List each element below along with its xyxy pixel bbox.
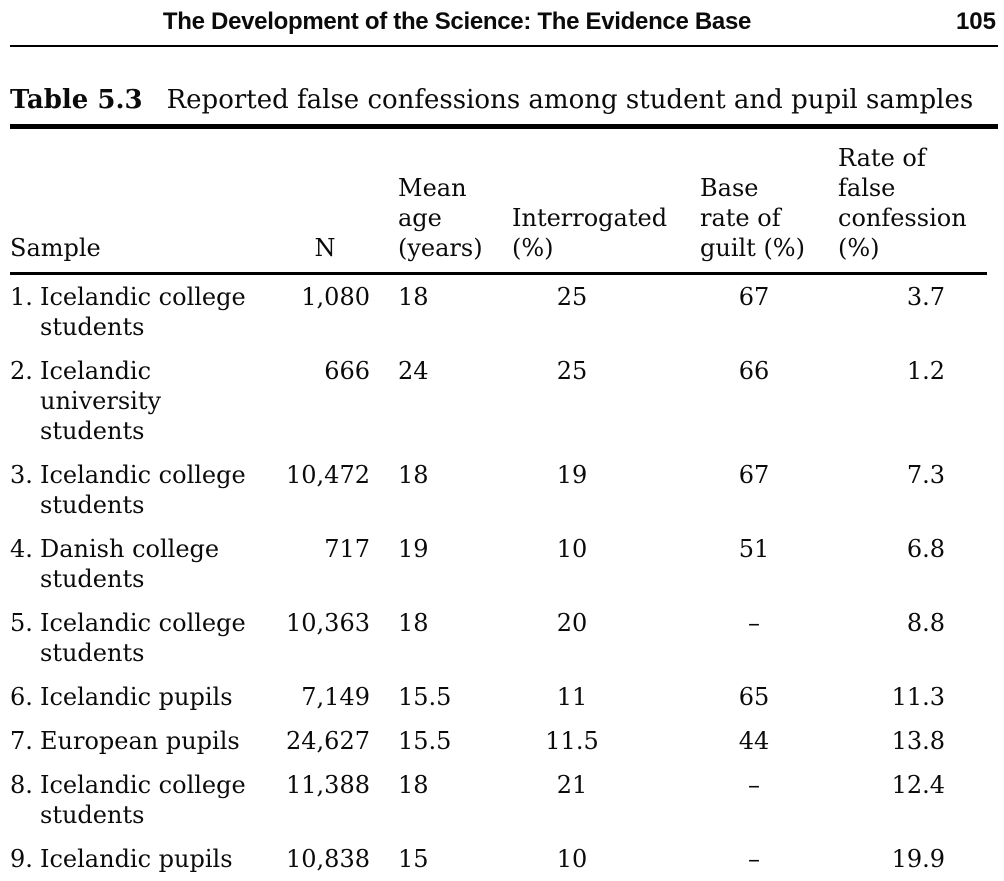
sample-name: Icelandic college students xyxy=(40,282,246,342)
interrogated-pct-value: 11.5 xyxy=(502,719,672,763)
row-number: 7. xyxy=(10,726,40,756)
n-value: 7,149 xyxy=(280,675,370,719)
sample-name: Icelandic college students xyxy=(40,608,246,668)
row-number: 9. xyxy=(10,844,40,874)
column-header-sample: Sample xyxy=(10,129,280,274)
n-value: 666 xyxy=(280,349,370,453)
n-value: 10,363 xyxy=(280,601,370,675)
sample-name: Icelandic university students xyxy=(40,356,161,446)
false-confession-rate-value: 6.8 xyxy=(822,527,987,601)
page-number: 105 xyxy=(956,8,996,36)
row-number: 6. xyxy=(10,682,40,712)
row-number: 5. xyxy=(10,608,40,668)
interrogated-pct-value: 25 xyxy=(502,349,672,453)
table-caption-label: Table 5.3 xyxy=(10,85,143,115)
mean-age-value: 19 xyxy=(370,527,502,601)
n-value: 1,080 xyxy=(280,274,370,350)
sample-cell: 9.Icelandic pupils xyxy=(10,837,280,881)
base-rate-guilt-value: 67 xyxy=(672,274,822,350)
sample-cell: 3.Icelandic college students xyxy=(10,453,280,527)
base-rate-guilt-value: 66 xyxy=(672,349,822,453)
false-confession-rate-value: 7.3 xyxy=(822,453,987,527)
row-number: 3. xyxy=(10,460,40,520)
n-value: 24,627 xyxy=(280,719,370,763)
column-header-n: N xyxy=(280,129,370,274)
mean-age-value: 15 xyxy=(370,837,502,881)
row-number: 1. xyxy=(10,282,40,342)
sample-name: European pupils xyxy=(40,726,240,756)
base-rate-guilt-value: – xyxy=(672,837,822,881)
false-confession-rate-value: 13.8 xyxy=(822,719,987,763)
sample-cell: 2.Icelandic university students xyxy=(10,349,280,453)
false-confession-rate-value: 11.3 xyxy=(822,675,987,719)
row-number: 8. xyxy=(10,770,40,830)
base-rate-guilt-value: – xyxy=(672,763,822,837)
n-value: 10,838 xyxy=(280,837,370,881)
base-rate-guilt-value: 51 xyxy=(672,527,822,601)
running-head: The Development of the Science: The Evid… xyxy=(0,0,1004,38)
base-rate-guilt-value: 67 xyxy=(672,453,822,527)
column-header-mean-age: Mean age (years) xyxy=(370,129,502,274)
mean-age-value: 15.5 xyxy=(370,719,502,763)
row-number: 4. xyxy=(10,534,40,594)
mean-age-value: 18 xyxy=(370,453,502,527)
interrogated-pct-value: 19 xyxy=(502,453,672,527)
base-rate-guilt-value: 44 xyxy=(672,719,822,763)
sample-cell: 1.Icelandic college students xyxy=(10,274,280,350)
sample-name: Icelandic pupils xyxy=(40,682,233,712)
interrogated-pct-value: 25 xyxy=(502,274,672,350)
false-confession-rate-value: 12.4 xyxy=(822,763,987,837)
interrogated-pct-value: 10 xyxy=(502,837,672,881)
column-header-base-rate-guilt: Base rate of guilt (%) xyxy=(672,129,822,274)
n-value: 11,388 xyxy=(280,763,370,837)
sample-cell: 8.Icelandic college students xyxy=(10,763,280,837)
base-rate-guilt-value: 65 xyxy=(672,675,822,719)
sample-cell: 5.Icelandic college students xyxy=(10,601,280,675)
data-table: Sample N Mean age (years) Interrogated (… xyxy=(10,129,987,881)
running-head-rule xyxy=(10,45,998,47)
running-head-title: The Development of the Science: The Evid… xyxy=(0,8,914,36)
mean-age-value: 15.5 xyxy=(370,675,502,719)
n-value: 717 xyxy=(280,527,370,601)
mean-age-value: 18 xyxy=(370,601,502,675)
column-header-interrogated: Interrogated (%) xyxy=(502,129,672,274)
table-caption: Table 5.3 Reported false confessions amon… xyxy=(10,85,998,115)
false-confession-rate-value: 1.2 xyxy=(822,349,987,453)
column-header-false-confession-rate: Rate of false confession (%) xyxy=(822,129,987,274)
sample-name: Danish college students xyxy=(40,534,219,594)
sample-cell: 6.Icelandic pupils xyxy=(10,675,280,719)
sample-name: Icelandic college students xyxy=(40,460,246,520)
interrogated-pct-value: 21 xyxy=(502,763,672,837)
n-value: 10,472 xyxy=(280,453,370,527)
false-confession-rate-value: 19.9 xyxy=(822,837,987,881)
table-caption-text: Reported false confessions among student… xyxy=(167,85,974,115)
sample-cell: 4.Danish college students xyxy=(10,527,280,601)
false-confession-rate-value: 3.7 xyxy=(822,274,987,350)
mean-age-value: 24 xyxy=(370,349,502,453)
sample-cell: 7.European pupils xyxy=(10,719,280,763)
book-page: The Development of the Science: The Evid… xyxy=(0,0,1004,847)
interrogated-pct-value: 10 xyxy=(502,527,672,601)
base-rate-guilt-value: – xyxy=(672,601,822,675)
mean-age-value: 18 xyxy=(370,763,502,837)
interrogated-pct-value: 20 xyxy=(502,601,672,675)
false-confession-rate-value: 8.8 xyxy=(822,601,987,675)
interrogated-pct-value: 11 xyxy=(502,675,672,719)
table-header-row: Sample N Mean age (years) Interrogated (… xyxy=(10,129,987,274)
row-number: 2. xyxy=(10,356,40,446)
mean-age-value: 18 xyxy=(370,274,502,350)
sample-name: Icelandic pupils xyxy=(40,844,233,874)
sample-name: Icelandic college students xyxy=(40,770,246,830)
